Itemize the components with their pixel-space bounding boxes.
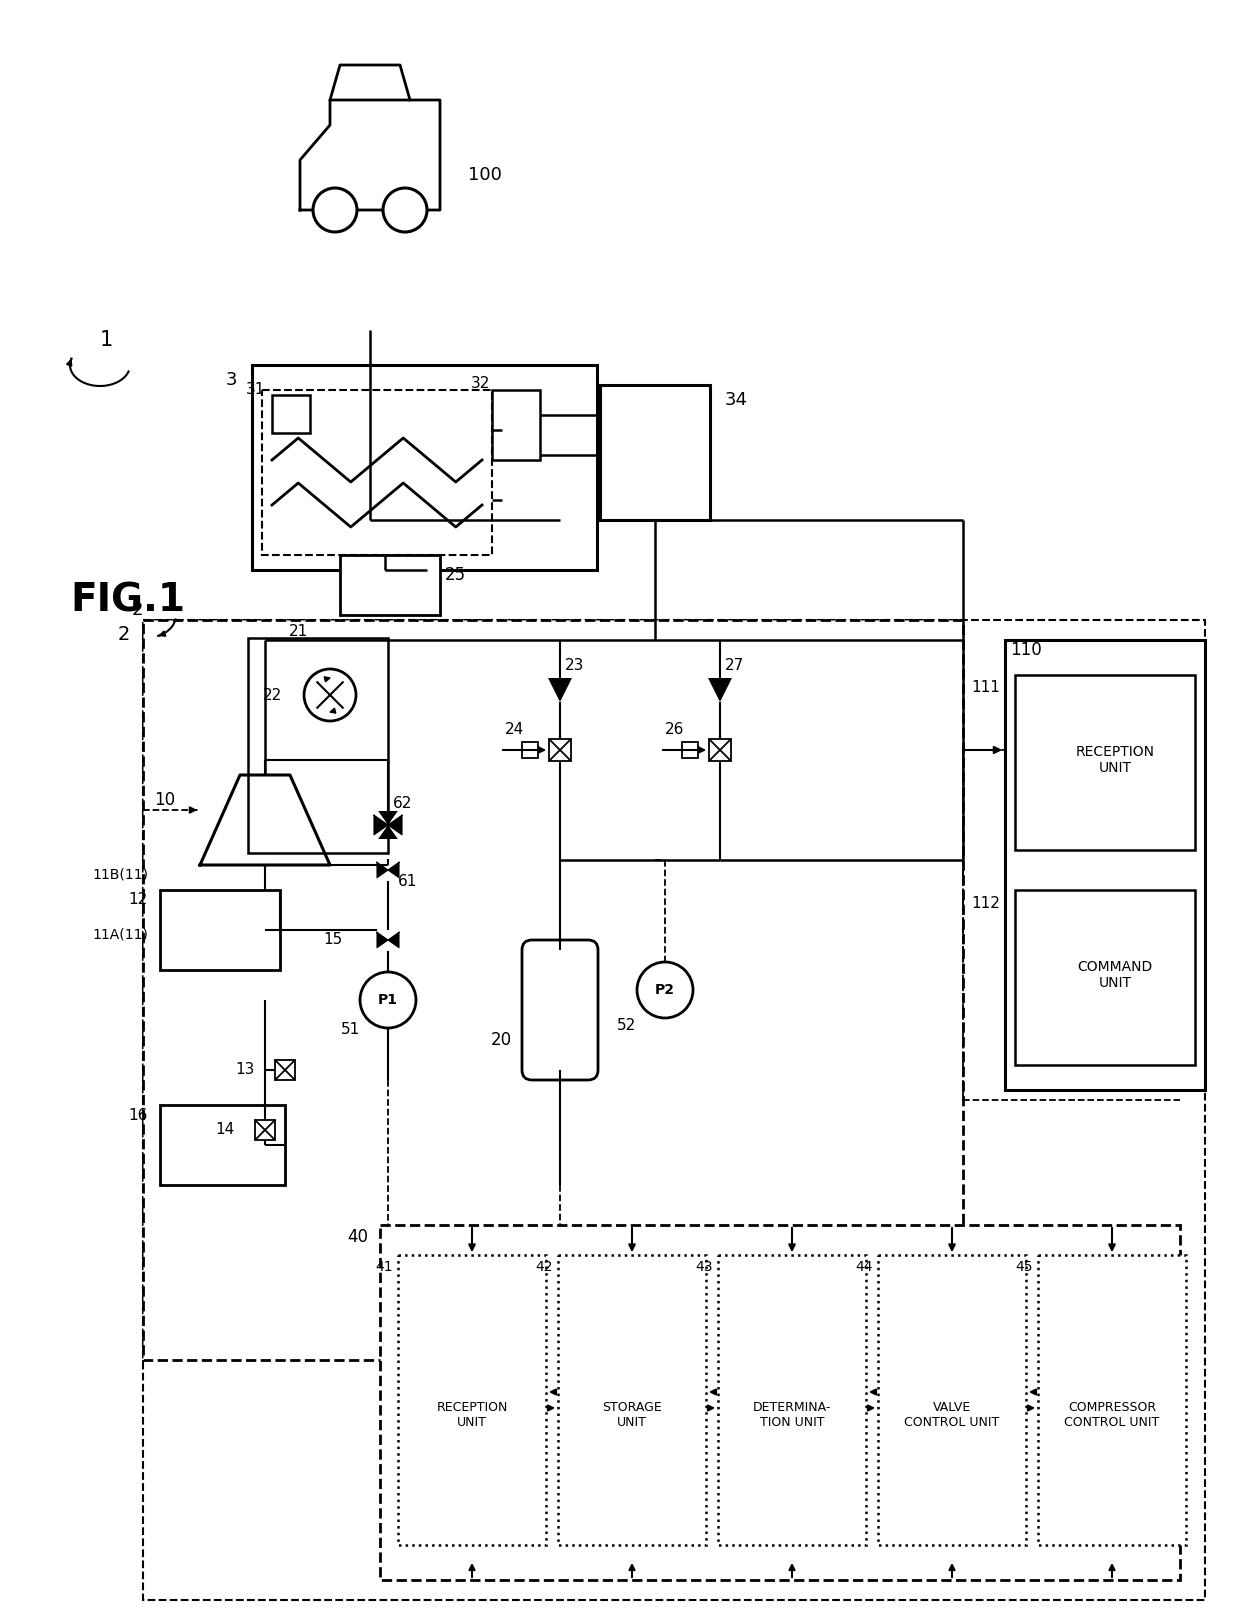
Bar <box>1016 890 1195 1065</box>
Text: FIG.1: FIG.1 <box>69 582 185 619</box>
Text: VALVE
CONTROL UNIT: VALVE CONTROL UNIT <box>904 1401 999 1429</box>
Text: 25: 25 <box>445 566 466 583</box>
Text: 12: 12 <box>129 892 148 908</box>
Text: 14: 14 <box>216 1123 234 1138</box>
Text: 32: 32 <box>471 375 490 391</box>
Polygon shape <box>377 863 388 877</box>
Text: 3: 3 <box>226 372 237 389</box>
Circle shape <box>312 187 357 233</box>
Bar <box>1016 675 1195 850</box>
Text: STORAGE
UNIT: STORAGE UNIT <box>603 1401 662 1429</box>
Bar <box>262 389 492 554</box>
Text: 112: 112 <box>971 895 999 910</box>
Text: DETERMINA-
TION UNIT: DETERMINA- TION UNIT <box>753 1401 831 1429</box>
Text: 15: 15 <box>324 932 342 947</box>
Text: P2: P2 <box>655 983 675 997</box>
Text: 2: 2 <box>131 601 143 619</box>
Text: 40: 40 <box>347 1228 368 1246</box>
Bar <box>600 385 711 520</box>
Text: RECEPTION
UNIT: RECEPTION UNIT <box>436 1401 507 1429</box>
Text: 41: 41 <box>376 1260 393 1273</box>
Text: P1: P1 <box>378 992 398 1007</box>
Circle shape <box>637 962 693 1018</box>
Bar <box>718 1256 866 1545</box>
Polygon shape <box>388 863 399 877</box>
Bar <box>143 621 1205 1600</box>
Bar <box>272 394 310 433</box>
FancyBboxPatch shape <box>522 941 598 1079</box>
Circle shape <box>304 669 356 721</box>
Text: 52: 52 <box>618 1018 636 1033</box>
Polygon shape <box>388 932 399 947</box>
Text: 43: 43 <box>696 1260 713 1273</box>
Text: 62: 62 <box>393 795 413 811</box>
Bar <box>340 554 440 616</box>
Polygon shape <box>708 679 732 701</box>
Polygon shape <box>374 814 388 835</box>
Bar <box>878 1256 1025 1545</box>
Text: COMMAND
UNIT: COMMAND UNIT <box>1078 960 1153 991</box>
Text: 111: 111 <box>971 680 999 695</box>
Circle shape <box>360 971 415 1028</box>
Text: 13: 13 <box>236 1062 254 1078</box>
Bar <box>492 389 539 461</box>
Text: 110: 110 <box>1011 642 1042 659</box>
Polygon shape <box>378 826 398 839</box>
Bar <box>398 1256 546 1545</box>
Polygon shape <box>377 932 388 947</box>
Bar <box>549 739 570 761</box>
Bar <box>143 621 963 1361</box>
Text: 34: 34 <box>725 391 748 409</box>
Bar <box>522 742 538 758</box>
Bar <box>1038 1256 1185 1545</box>
Text: 100: 100 <box>467 166 502 184</box>
Text: 42: 42 <box>536 1260 553 1273</box>
Text: 45: 45 <box>1016 1260 1033 1273</box>
Polygon shape <box>548 679 572 701</box>
Text: 26: 26 <box>666 722 684 737</box>
Text: 11A(11): 11A(11) <box>92 928 148 942</box>
Text: 61: 61 <box>398 874 418 889</box>
Text: 31: 31 <box>246 383 265 398</box>
Circle shape <box>383 187 427 233</box>
Text: 1: 1 <box>100 330 113 351</box>
Text: COMPRESSOR
CONTROL UNIT: COMPRESSOR CONTROL UNIT <box>1064 1401 1159 1429</box>
Text: 10: 10 <box>154 790 175 810</box>
Text: 24: 24 <box>506 722 525 737</box>
Bar <box>275 1060 295 1079</box>
Bar <box>255 1120 275 1139</box>
Bar <box>252 365 596 570</box>
Bar <box>709 739 732 761</box>
Text: 27: 27 <box>725 658 744 672</box>
Text: 11B(11): 11B(11) <box>92 868 148 882</box>
Bar <box>379 1225 1180 1580</box>
Text: 2: 2 <box>118 625 130 645</box>
Text: RECEPTION
UNIT: RECEPTION UNIT <box>1075 745 1154 776</box>
Text: 22: 22 <box>263 687 281 703</box>
Text: 21: 21 <box>289 624 308 640</box>
Bar <box>682 742 698 758</box>
Bar <box>160 890 280 970</box>
Bar <box>248 638 388 853</box>
Text: 16: 16 <box>129 1107 148 1123</box>
Text: 20: 20 <box>491 1031 512 1049</box>
Bar <box>160 1105 285 1185</box>
Bar <box>558 1256 706 1545</box>
Polygon shape <box>388 814 402 835</box>
Text: 44: 44 <box>856 1260 873 1273</box>
Text: 51: 51 <box>340 1023 360 1037</box>
Bar <box>1004 640 1205 1091</box>
Text: 23: 23 <box>565 658 584 672</box>
Polygon shape <box>378 811 398 826</box>
